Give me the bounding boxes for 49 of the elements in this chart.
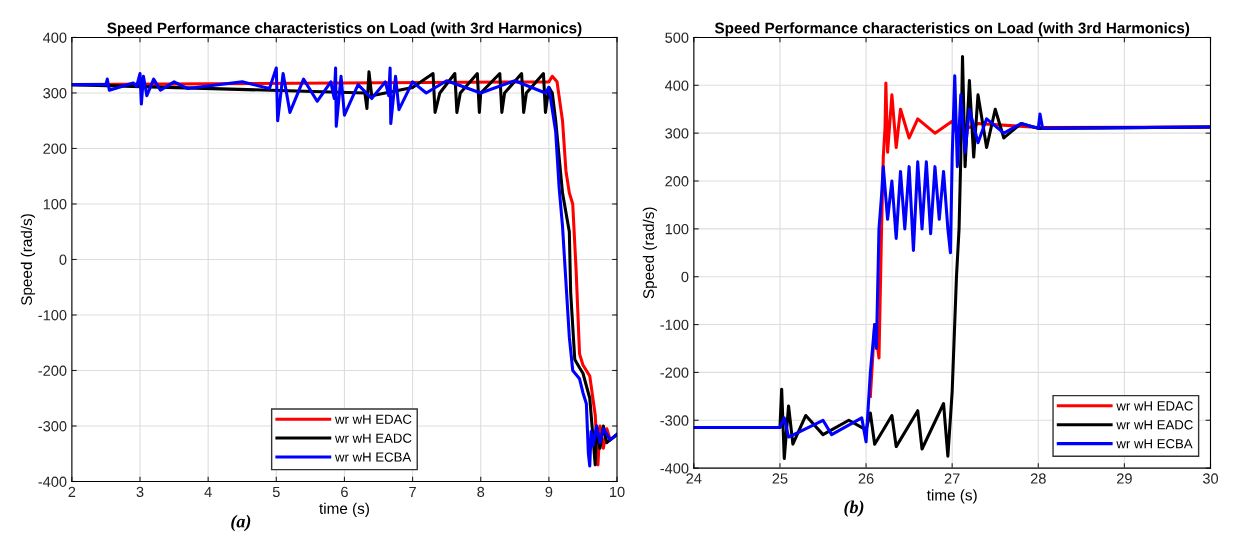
x-axis-title: time (s): [926, 489, 977, 504]
y-tick-label: 300: [43, 88, 67, 99]
y-tick-label: 400: [43, 32, 67, 43]
legend-label: wr wH ECBA: [1116, 439, 1193, 449]
y-axis-title: Speed (rad/s): [642, 207, 658, 299]
y-tick-label: -100: [660, 319, 689, 330]
legend-label: wr wH ECBA: [334, 452, 412, 462]
y-tick-label: 500: [665, 32, 689, 43]
x-tick-label: 26: [858, 473, 874, 484]
x-tick-label: 25: [772, 473, 788, 484]
y-tick-label: 100: [43, 199, 67, 210]
x-axis-title: time (s): [319, 502, 369, 517]
y-tick-label: 0: [59, 254, 67, 265]
chart-title: Speed Performance characteristics on Load (with 3rd Harmonics): [107, 22, 582, 37]
x-tick-label: 29: [1117, 473, 1132, 484]
x-tick-label: 9: [545, 486, 553, 498]
legend-label: wr wH EDAC: [1116, 401, 1193, 411]
x-tick-label: 24: [686, 473, 702, 484]
y-tick-label: 300: [665, 128, 689, 139]
y-tick-label: -300: [38, 421, 67, 432]
x-tick-label: 4: [204, 486, 212, 497]
y-tick-label: -300: [660, 415, 689, 426]
y-tick-label: -200: [38, 365, 67, 376]
y-tick-label: -100: [38, 310, 67, 321]
legend-label: wr wH EADC: [1116, 420, 1193, 430]
text: (b): [844, 500, 864, 517]
legend-label: wr wH EADC: [334, 433, 412, 443]
x-tick-label: 6: [341, 486, 348, 498]
x-tick-label: 5: [272, 486, 280, 498]
x-tick-label: 3: [136, 486, 144, 498]
legend-label: wr wH EDAC: [334, 414, 412, 424]
y-tick-label: 0: [681, 271, 689, 283]
y-tick-label: 200: [665, 176, 689, 187]
x-tick-label: 30: [1202, 473, 1219, 484]
x-tick-label: 7: [409, 486, 416, 497]
x-tick-label: 28: [1030, 473, 1046, 484]
chart-title: Speed Performance characteristics on Load (with 3rd Harmonics): [714, 22, 1190, 37]
x-tick-label: 8: [477, 486, 485, 498]
y-tick-label: 400: [664, 80, 689, 91]
y-tick-label: 100: [665, 223, 689, 235]
y-tick-label: -400: [38, 476, 67, 487]
text: (a): [231, 514, 251, 532]
y-tick-label: -400: [660, 463, 689, 474]
y-tick-label: 200: [43, 143, 67, 154]
x-tick-label: 2: [68, 486, 76, 497]
y-tick-label: -200: [660, 367, 689, 378]
x-tick-label: 10: [610, 486, 625, 498]
x-tick-label: 27: [944, 473, 960, 484]
y-axis-title: Speed (rad/s): [20, 214, 36, 306]
